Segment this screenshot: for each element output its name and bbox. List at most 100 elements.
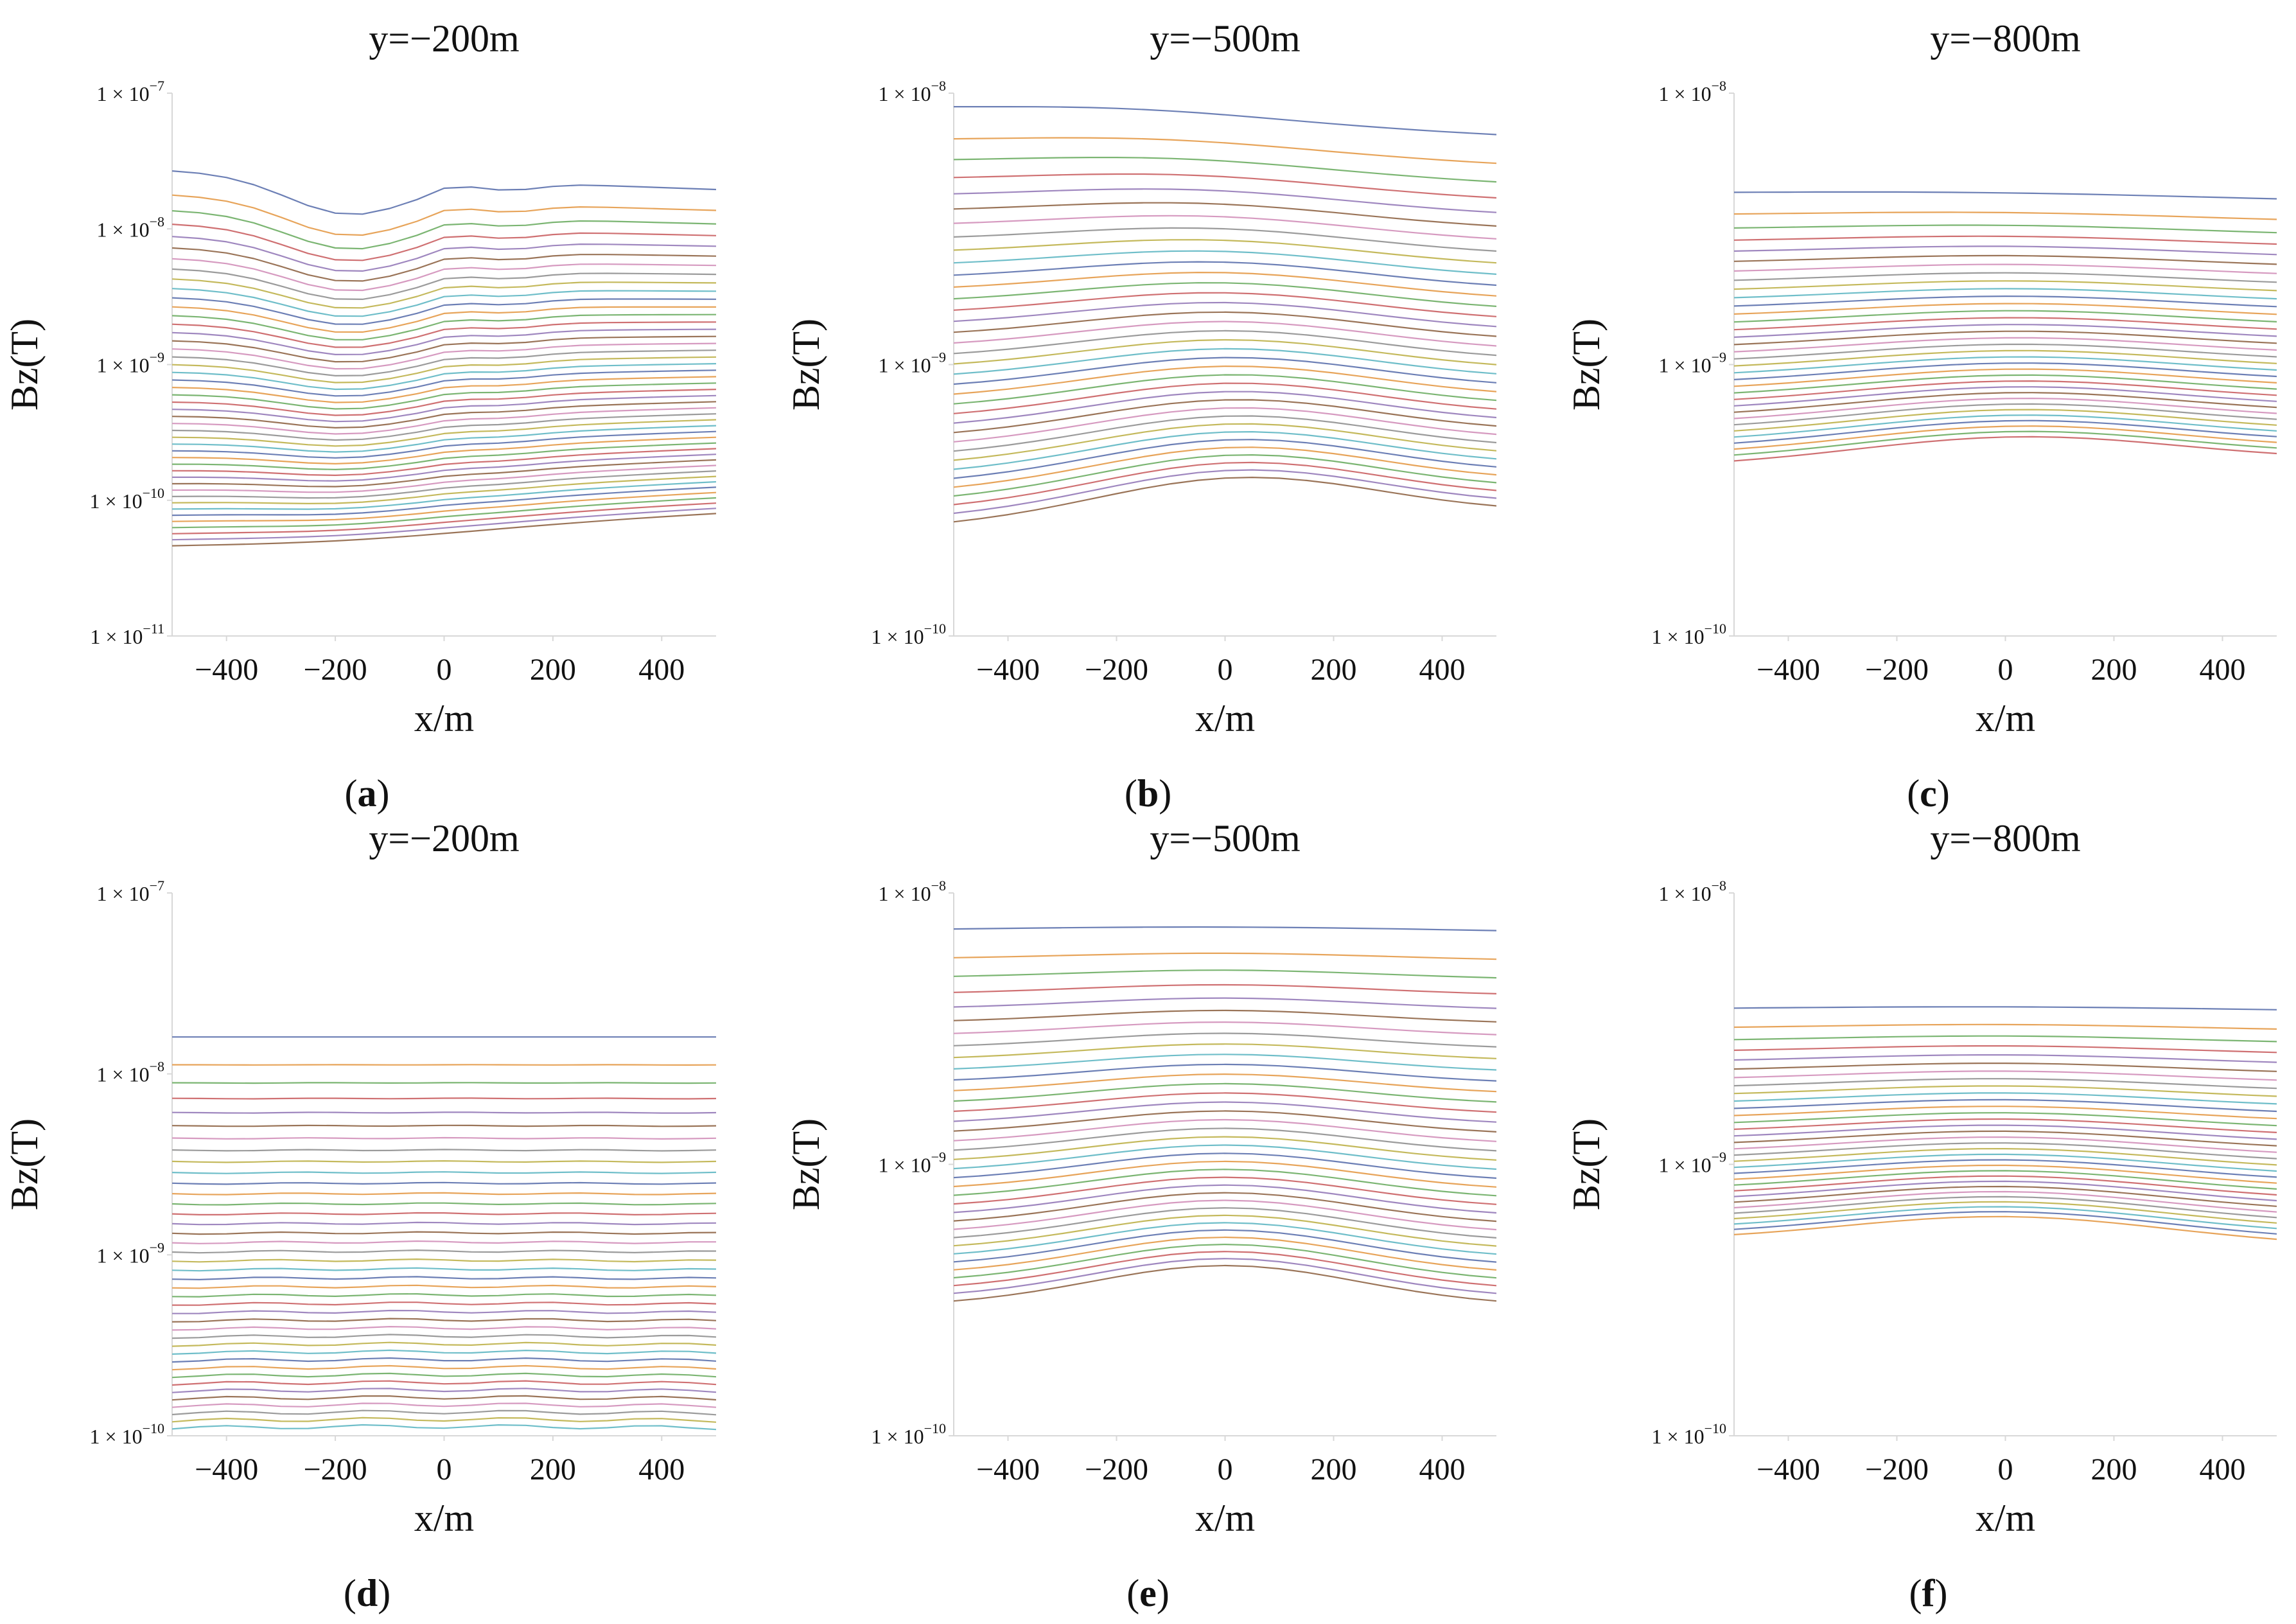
series-line xyxy=(172,442,716,470)
series-line xyxy=(1734,1054,2277,1063)
series-line xyxy=(1734,272,2277,283)
series-line xyxy=(172,401,716,428)
panel-label: (c) xyxy=(1907,772,1950,815)
series-line xyxy=(172,1326,716,1331)
series-line xyxy=(172,502,716,534)
series-line xyxy=(172,448,716,476)
series-group xyxy=(1734,1006,2277,1240)
series-line xyxy=(172,513,716,547)
series-line xyxy=(172,236,716,272)
y-axis-label: Bz(T) xyxy=(1565,1118,1608,1210)
series-line xyxy=(172,1318,716,1323)
series-line xyxy=(1734,1170,2277,1190)
series-line xyxy=(1734,296,2277,308)
series-line xyxy=(954,1009,1496,1023)
series-line xyxy=(954,399,1496,434)
series-line xyxy=(172,335,716,363)
series-line xyxy=(954,952,1496,960)
panel-b: y=−500m 1 × 10−8 1 × 10−9 1 × 10−10 −400 −200… xyxy=(785,17,1496,815)
series-line xyxy=(1734,1023,2277,1030)
series-line xyxy=(1734,235,2277,245)
series-line xyxy=(1734,419,2277,444)
series-line xyxy=(1734,356,2277,374)
series-line xyxy=(954,926,1496,931)
series-line xyxy=(1734,1112,2277,1127)
series-group xyxy=(954,106,1496,523)
panel-c: y=−800m 1 × 10−8 1 × 10−9 1 × 10−10 −400 −200… xyxy=(1565,17,2277,815)
x-tick-label: −200 xyxy=(1865,1452,1929,1487)
series-line xyxy=(954,366,1496,395)
series-line xyxy=(1734,1201,2277,1224)
y-tick-label: 1 × 10−10 xyxy=(90,485,164,513)
series-line xyxy=(954,339,1496,366)
series-line xyxy=(954,1054,1496,1071)
x-tick-label: −400 xyxy=(1757,653,1820,687)
y-tick-label: 1 × 10−8 xyxy=(1659,78,1726,105)
series-line xyxy=(954,292,1496,317)
series-line xyxy=(1734,1006,2277,1011)
series-line xyxy=(1734,1045,2277,1054)
series-line xyxy=(172,430,716,459)
series-line xyxy=(1734,1063,2277,1072)
x-tick-label: 400 xyxy=(2200,653,2246,687)
series-line xyxy=(172,1302,716,1306)
series-line xyxy=(1734,303,2277,315)
x-tick-label: −400 xyxy=(1757,1452,1820,1487)
series-line xyxy=(954,1222,1496,1255)
x-tick-label: 400 xyxy=(2200,1452,2246,1487)
series-line xyxy=(1734,398,2277,419)
x-tick-label: 200 xyxy=(1311,1452,1357,1487)
series-line xyxy=(172,1409,716,1416)
series-line xyxy=(1734,1153,2277,1172)
series-line xyxy=(172,342,716,370)
series-line xyxy=(172,258,716,292)
series-line xyxy=(1734,368,2277,387)
series-line xyxy=(172,475,716,504)
series-line xyxy=(172,419,716,447)
series-line xyxy=(954,439,1496,479)
series-line xyxy=(954,1229,1496,1263)
series-line xyxy=(1734,1092,2277,1105)
series-line xyxy=(172,454,716,482)
series-line xyxy=(1734,1142,2277,1160)
series-line xyxy=(172,297,716,325)
y-tick-label: 1 × 10−8 xyxy=(1659,878,1726,905)
y-tick-label: 1 × 10−10 xyxy=(872,621,946,648)
x-tick-label: 200 xyxy=(2091,1452,2137,1487)
series-line xyxy=(172,1372,716,1379)
series-line xyxy=(954,348,1496,375)
series-line xyxy=(172,1424,716,1431)
series-line xyxy=(954,997,1496,1009)
x-tick-label: −400 xyxy=(195,1452,258,1487)
series-line xyxy=(954,1176,1496,1205)
y-tick-label: 1 × 10−9 xyxy=(1659,349,1726,377)
series-line xyxy=(172,1276,716,1280)
x-tick-label: 200 xyxy=(2091,653,2137,687)
series-line xyxy=(954,1199,1496,1231)
y-axis-label: Bz(T) xyxy=(3,1118,46,1210)
series-line xyxy=(954,382,1496,414)
series-line xyxy=(1734,425,2277,450)
series-line xyxy=(954,1127,1496,1152)
series-line xyxy=(954,1063,1496,1082)
x-tick-label: 400 xyxy=(1419,653,1466,687)
series-line xyxy=(172,268,716,300)
series-line xyxy=(172,1293,716,1298)
x-tick-label: 400 xyxy=(1419,1452,1466,1487)
series-line xyxy=(954,1192,1496,1222)
series-line xyxy=(954,391,1496,424)
panel-label: (d) xyxy=(344,1572,390,1614)
y-tick-label: 1 × 10−7 xyxy=(97,78,164,105)
series-line xyxy=(1734,374,2277,394)
y-tick-label: 1 × 10−9 xyxy=(879,1149,946,1177)
series-line xyxy=(172,1111,716,1114)
series-line xyxy=(172,356,716,384)
series-line xyxy=(1734,330,2277,346)
x-tick-label: −200 xyxy=(1085,1452,1148,1487)
series-line xyxy=(172,394,716,423)
series-line xyxy=(172,194,716,236)
y-tick-label: 1 × 10−9 xyxy=(1659,1149,1726,1177)
series-line xyxy=(172,1249,716,1254)
series-line xyxy=(172,1240,716,1244)
series-line xyxy=(1734,254,2277,265)
